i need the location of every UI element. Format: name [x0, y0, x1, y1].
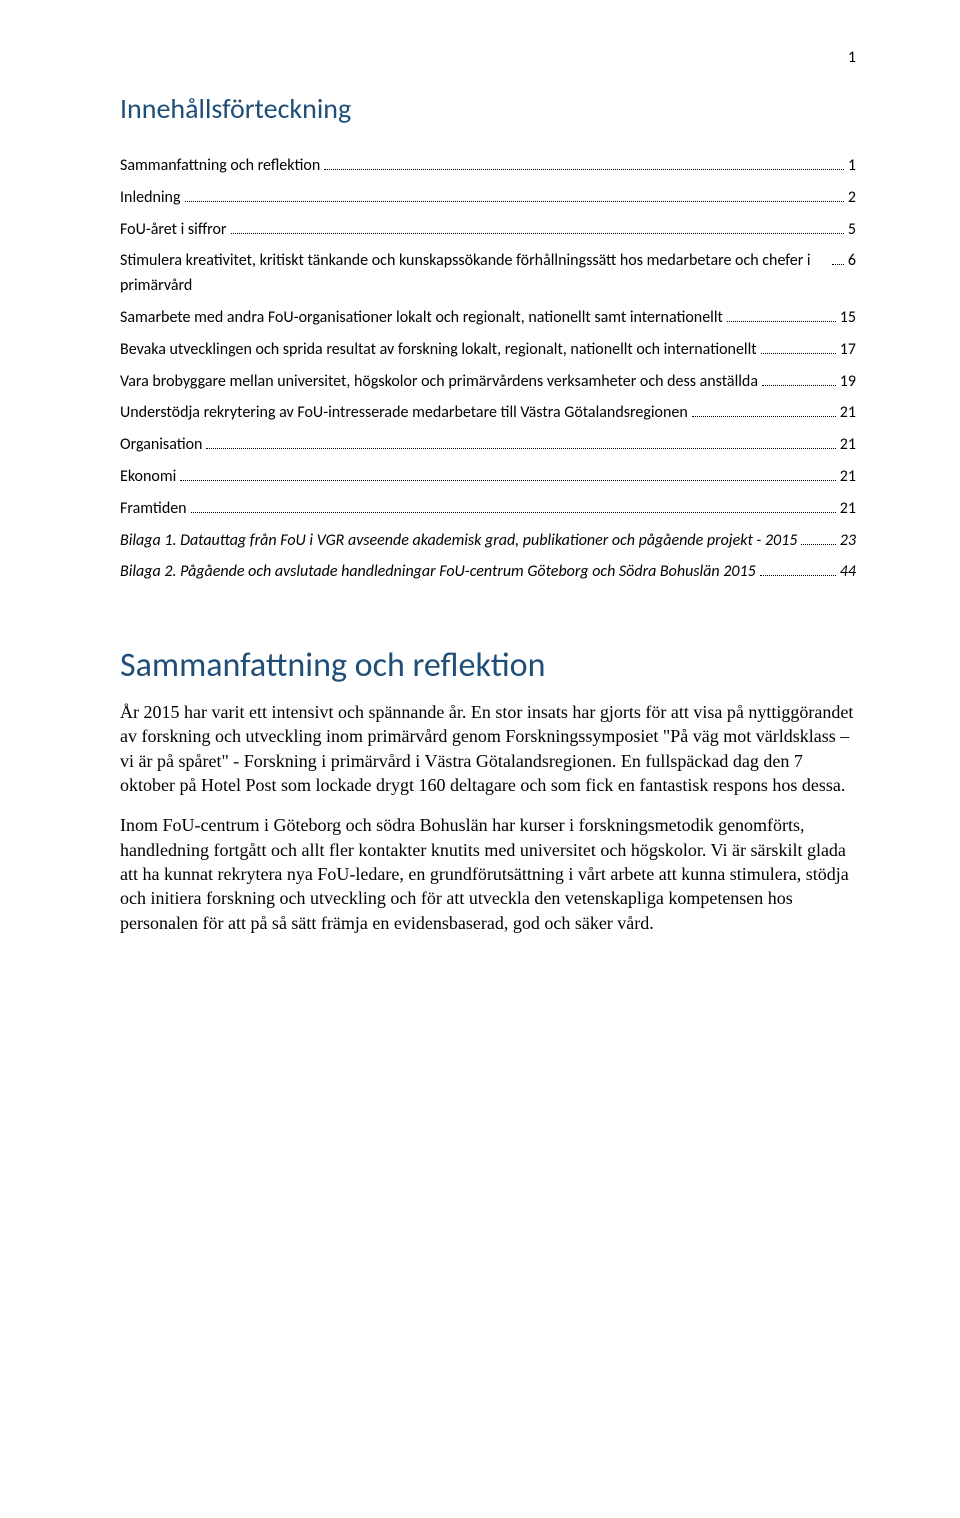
page-number: 1 — [120, 48, 856, 67]
toc-entry[interactable]: Organisation 21 — [120, 433, 856, 458]
toc-entry-label: Framtiden — [120, 497, 187, 522]
toc-entry-label: Bilaga 1. Datauttag från FoU i VGR avsee… — [120, 529, 797, 554]
toc-entry-label: Stimulera kreativitet, kritiskt tänkande… — [120, 249, 828, 299]
toc-leader — [324, 169, 844, 170]
toc-entry-page: 23 — [840, 529, 856, 554]
toc-leader — [180, 480, 836, 481]
toc-entry-page: 6 — [848, 249, 856, 274]
toc-leader — [692, 416, 836, 417]
toc-entry-page: 21 — [840, 497, 856, 522]
toc-entry[interactable]: Samarbete med andra FoU-organisationer l… — [120, 306, 856, 331]
toc-entry-label: Bevaka utvecklingen och sprida resultat … — [120, 338, 757, 363]
toc-title: Innehållsförteckning — [120, 91, 856, 126]
toc-entry-label: Understödja rekrytering av FoU-intresser… — [120, 401, 688, 426]
toc-entry[interactable]: Bevaka utvecklingen och sprida resultat … — [120, 338, 856, 363]
body-paragraph: Inom FoU-centrum i Göteborg och södra Bo… — [120, 813, 856, 934]
toc-entry[interactable]: Ekonomi 21 — [120, 465, 856, 490]
toc-entry-page: 17 — [840, 338, 856, 363]
toc-entry-page: 19 — [840, 370, 856, 395]
toc-entry-page: 21 — [840, 433, 856, 458]
toc-entry-page: 21 — [840, 401, 856, 426]
toc-leader — [832, 264, 844, 265]
toc-leader — [761, 353, 836, 354]
toc-leader — [760, 575, 836, 576]
toc-entry[interactable]: Bilaga 1. Datauttag från FoU i VGR avsee… — [120, 529, 856, 554]
toc-entry-label: Inledning — [120, 186, 181, 211]
toc-entry[interactable]: FoU-året i siffror 5 — [120, 218, 856, 243]
toc-entry[interactable]: Inledning 2 — [120, 186, 856, 211]
toc-entry[interactable]: Framtiden 21 — [120, 497, 856, 522]
toc-leader — [762, 385, 836, 386]
toc-leader — [801, 544, 835, 545]
toc-entry-label: Samarbete med andra FoU-organisationer l… — [120, 306, 723, 331]
toc-leader — [231, 233, 844, 234]
toc-entry[interactable]: Stimulera kreativitet, kritiskt tänkande… — [120, 249, 856, 299]
toc-entry-page: 21 — [840, 465, 856, 490]
toc-entry-label: Bilaga 2. Pågående och avslutade handled… — [120, 560, 756, 585]
toc-entry-page: 2 — [848, 186, 856, 211]
table-of-contents: Sammanfattning och reflektion 1 Inledning 2… — [120, 154, 856, 585]
toc-entry-label: Sammanfattning och reflektion — [120, 154, 320, 179]
toc-entry-page: 1 — [848, 154, 856, 179]
toc-entry[interactable]: Vara brobyggare mellan universitet, högs… — [120, 370, 856, 395]
section-heading: Sammanfattning och reflektion — [120, 645, 856, 686]
toc-leader — [727, 321, 836, 322]
toc-entry-label: FoU-året i siffror — [120, 218, 227, 243]
toc-leader — [206, 448, 835, 449]
toc-entry-label: Vara brobyggare mellan universitet, högs… — [120, 370, 758, 395]
toc-entry[interactable]: Sammanfattning och reflektion 1 — [120, 154, 856, 179]
toc-leader — [191, 512, 836, 513]
toc-leader — [185, 201, 844, 202]
toc-entry-label: Ekonomi — [120, 465, 176, 490]
toc-entry-page: 5 — [848, 218, 856, 243]
toc-entry[interactable]: Understödja rekrytering av FoU-intresser… — [120, 401, 856, 426]
toc-entry-page: 15 — [840, 306, 856, 331]
toc-entry[interactable]: Bilaga 2. Pågående och avslutade handled… — [120, 560, 856, 585]
body-paragraph: År 2015 har varit ett intensivt och spän… — [120, 700, 856, 797]
toc-entry-page: 44 — [840, 560, 856, 585]
toc-entry-label: Organisation — [120, 433, 202, 458]
